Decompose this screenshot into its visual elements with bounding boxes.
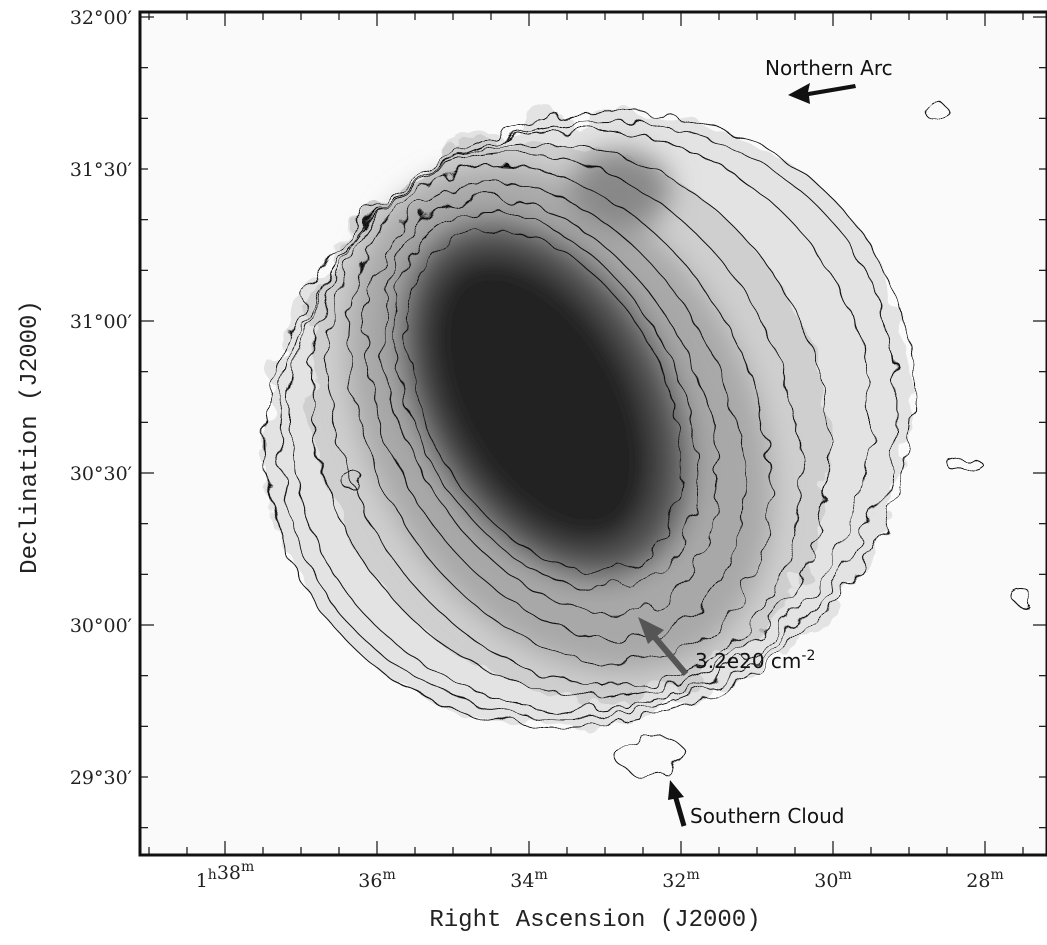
x-tick-label: 28m <box>966 867 1003 892</box>
annotation-sup: -2 <box>801 648 815 664</box>
tick-unit: m <box>534 867 547 883</box>
y-tick-label: 30°30′ <box>70 463 132 485</box>
y-tick-label: 31°30′ <box>70 159 132 181</box>
annotation-text: Southern Cloud <box>690 804 844 828</box>
y-tick-label: 31°00′ <box>70 311 132 333</box>
tick-unit: h <box>208 867 217 883</box>
tick-unit: m <box>241 859 254 875</box>
annotation: 3.2e20 cm-2 <box>695 648 815 673</box>
tick-unit: m <box>382 867 395 883</box>
annotation: Southern Cloud <box>690 804 844 828</box>
tick-unit: m <box>990 867 1003 883</box>
x-tick-label: 32m <box>662 867 699 892</box>
tick-value: 1 <box>196 870 208 892</box>
annotation-text: Northern Arc <box>765 56 893 80</box>
tick-unit: m <box>838 867 851 883</box>
tick-value: 36 <box>358 870 382 892</box>
x-axis-title: Right Ascension (J2000) <box>429 907 760 934</box>
y-tick-label: 32°00′ <box>70 7 132 29</box>
y-tick-label: 29°30′ <box>70 767 132 789</box>
tick-value: 34 <box>510 870 534 892</box>
tick-value: 38 <box>217 862 241 884</box>
y-tick-label: 30°00′ <box>70 615 132 637</box>
tick-value: 28 <box>966 870 990 892</box>
tick-value: 32 <box>662 870 686 892</box>
x-tick-label: 1h38m <box>196 859 255 892</box>
y-axis-title: Declination (J2000) <box>17 300 44 574</box>
x-tick-label: 34m <box>510 867 547 892</box>
annotation: Northern Arc <box>765 56 893 80</box>
tick-value: 30 <box>814 870 838 892</box>
annotation-arrows <box>638 83 856 827</box>
x-tick-label: 30m <box>814 867 851 892</box>
annotation-text: 3.2e20 cm <box>695 649 801 673</box>
x-tick-label: 36m <box>358 867 395 892</box>
tick-unit: m <box>686 867 699 883</box>
contours <box>266 99 1033 776</box>
plot-frame <box>138 10 1047 857</box>
galaxy-image <box>266 99 1033 776</box>
